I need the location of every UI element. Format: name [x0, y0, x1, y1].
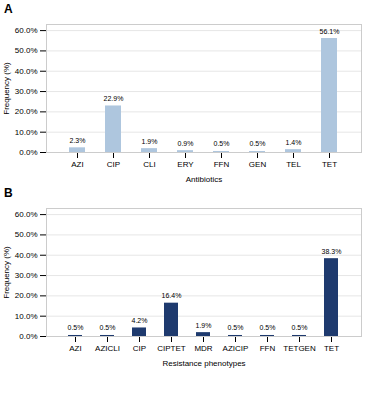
svg-text:0.5%: 0.5% — [68, 324, 84, 331]
svg-text:AZICLI: AZICLI — [95, 344, 120, 353]
svg-text:AZI: AZI — [69, 344, 81, 353]
svg-text:Frequency (%): Frequency (%) — [2, 246, 11, 299]
svg-text:20.0%: 20.0% — [15, 107, 38, 116]
svg-text:60.0%: 60.0% — [15, 210, 38, 219]
svg-text:TET: TET — [324, 344, 339, 353]
svg-text:30.0%: 30.0% — [15, 271, 38, 280]
svg-text:0.0%: 0.0% — [19, 332, 37, 341]
svg-text:0.0%: 0.0% — [19, 148, 37, 157]
svg-text:10.0%: 10.0% — [15, 312, 38, 321]
svg-text:Resistance phenotypes: Resistance phenotypes — [162, 359, 245, 368]
svg-text:0.5%: 0.5% — [214, 140, 230, 147]
svg-text:40.0%: 40.0% — [15, 67, 38, 76]
svg-text:0.5%: 0.5% — [250, 140, 266, 147]
svg-text:4.2%: 4.2% — [132, 317, 148, 324]
svg-text:22.9%: 22.9% — [104, 95, 124, 102]
svg-text:TEL: TEL — [286, 160, 301, 169]
svg-text:ERY: ERY — [177, 160, 194, 169]
svg-text:TETGEN: TETGEN — [283, 344, 316, 353]
svg-text:GEN: GEN — [249, 160, 267, 169]
svg-text:CIPTET: CIPTET — [157, 344, 186, 353]
svg-text:0.5%: 0.5% — [292, 324, 308, 331]
svg-text:Antibiotics: Antibiotics — [186, 175, 222, 184]
svg-text:0.9%: 0.9% — [178, 140, 194, 147]
svg-text:10.0%: 10.0% — [15, 128, 38, 137]
svg-text:MDR: MDR — [194, 344, 212, 353]
svg-text:Frequency (%): Frequency (%) — [2, 62, 11, 115]
svg-text:AZI: AZI — [71, 160, 83, 169]
svg-text:40.0%: 40.0% — [15, 251, 38, 260]
svg-text:0.5%: 0.5% — [228, 324, 244, 331]
svg-text:CLI: CLI — [143, 160, 155, 169]
html-text:B: B — [4, 186, 13, 200]
svg-text:CIP: CIP — [107, 160, 120, 169]
svg-text:38.3%: 38.3% — [322, 248, 342, 255]
svg-text:1.9%: 1.9% — [142, 138, 158, 145]
svg-text:60.0%: 60.0% — [15, 26, 38, 35]
svg-text:CIP: CIP — [133, 344, 146, 353]
svg-text:0.5%: 0.5% — [100, 324, 116, 331]
svg-text:AZICIP: AZICIP — [223, 344, 249, 353]
svg-text:16.4%: 16.4% — [162, 292, 182, 299]
html-text:A: A — [4, 2, 13, 16]
svg-text:FFN: FFN — [214, 160, 230, 169]
svg-text:30.0%: 30.0% — [15, 87, 38, 96]
svg-text:2.3%: 2.3% — [70, 137, 86, 144]
svg-text:50.0%: 50.0% — [15, 46, 38, 55]
svg-text:1.4%: 1.4% — [286, 139, 302, 146]
svg-text:56.1%: 56.1% — [320, 28, 340, 35]
svg-text:20.0%: 20.0% — [15, 291, 38, 300]
svg-text:FFN: FFN — [260, 344, 276, 353]
svg-text:0.5%: 0.5% — [260, 324, 276, 331]
svg-text:1.9%: 1.9% — [196, 322, 212, 329]
svg-text:TET: TET — [322, 160, 337, 169]
svg-text:50.0%: 50.0% — [15, 230, 38, 239]
